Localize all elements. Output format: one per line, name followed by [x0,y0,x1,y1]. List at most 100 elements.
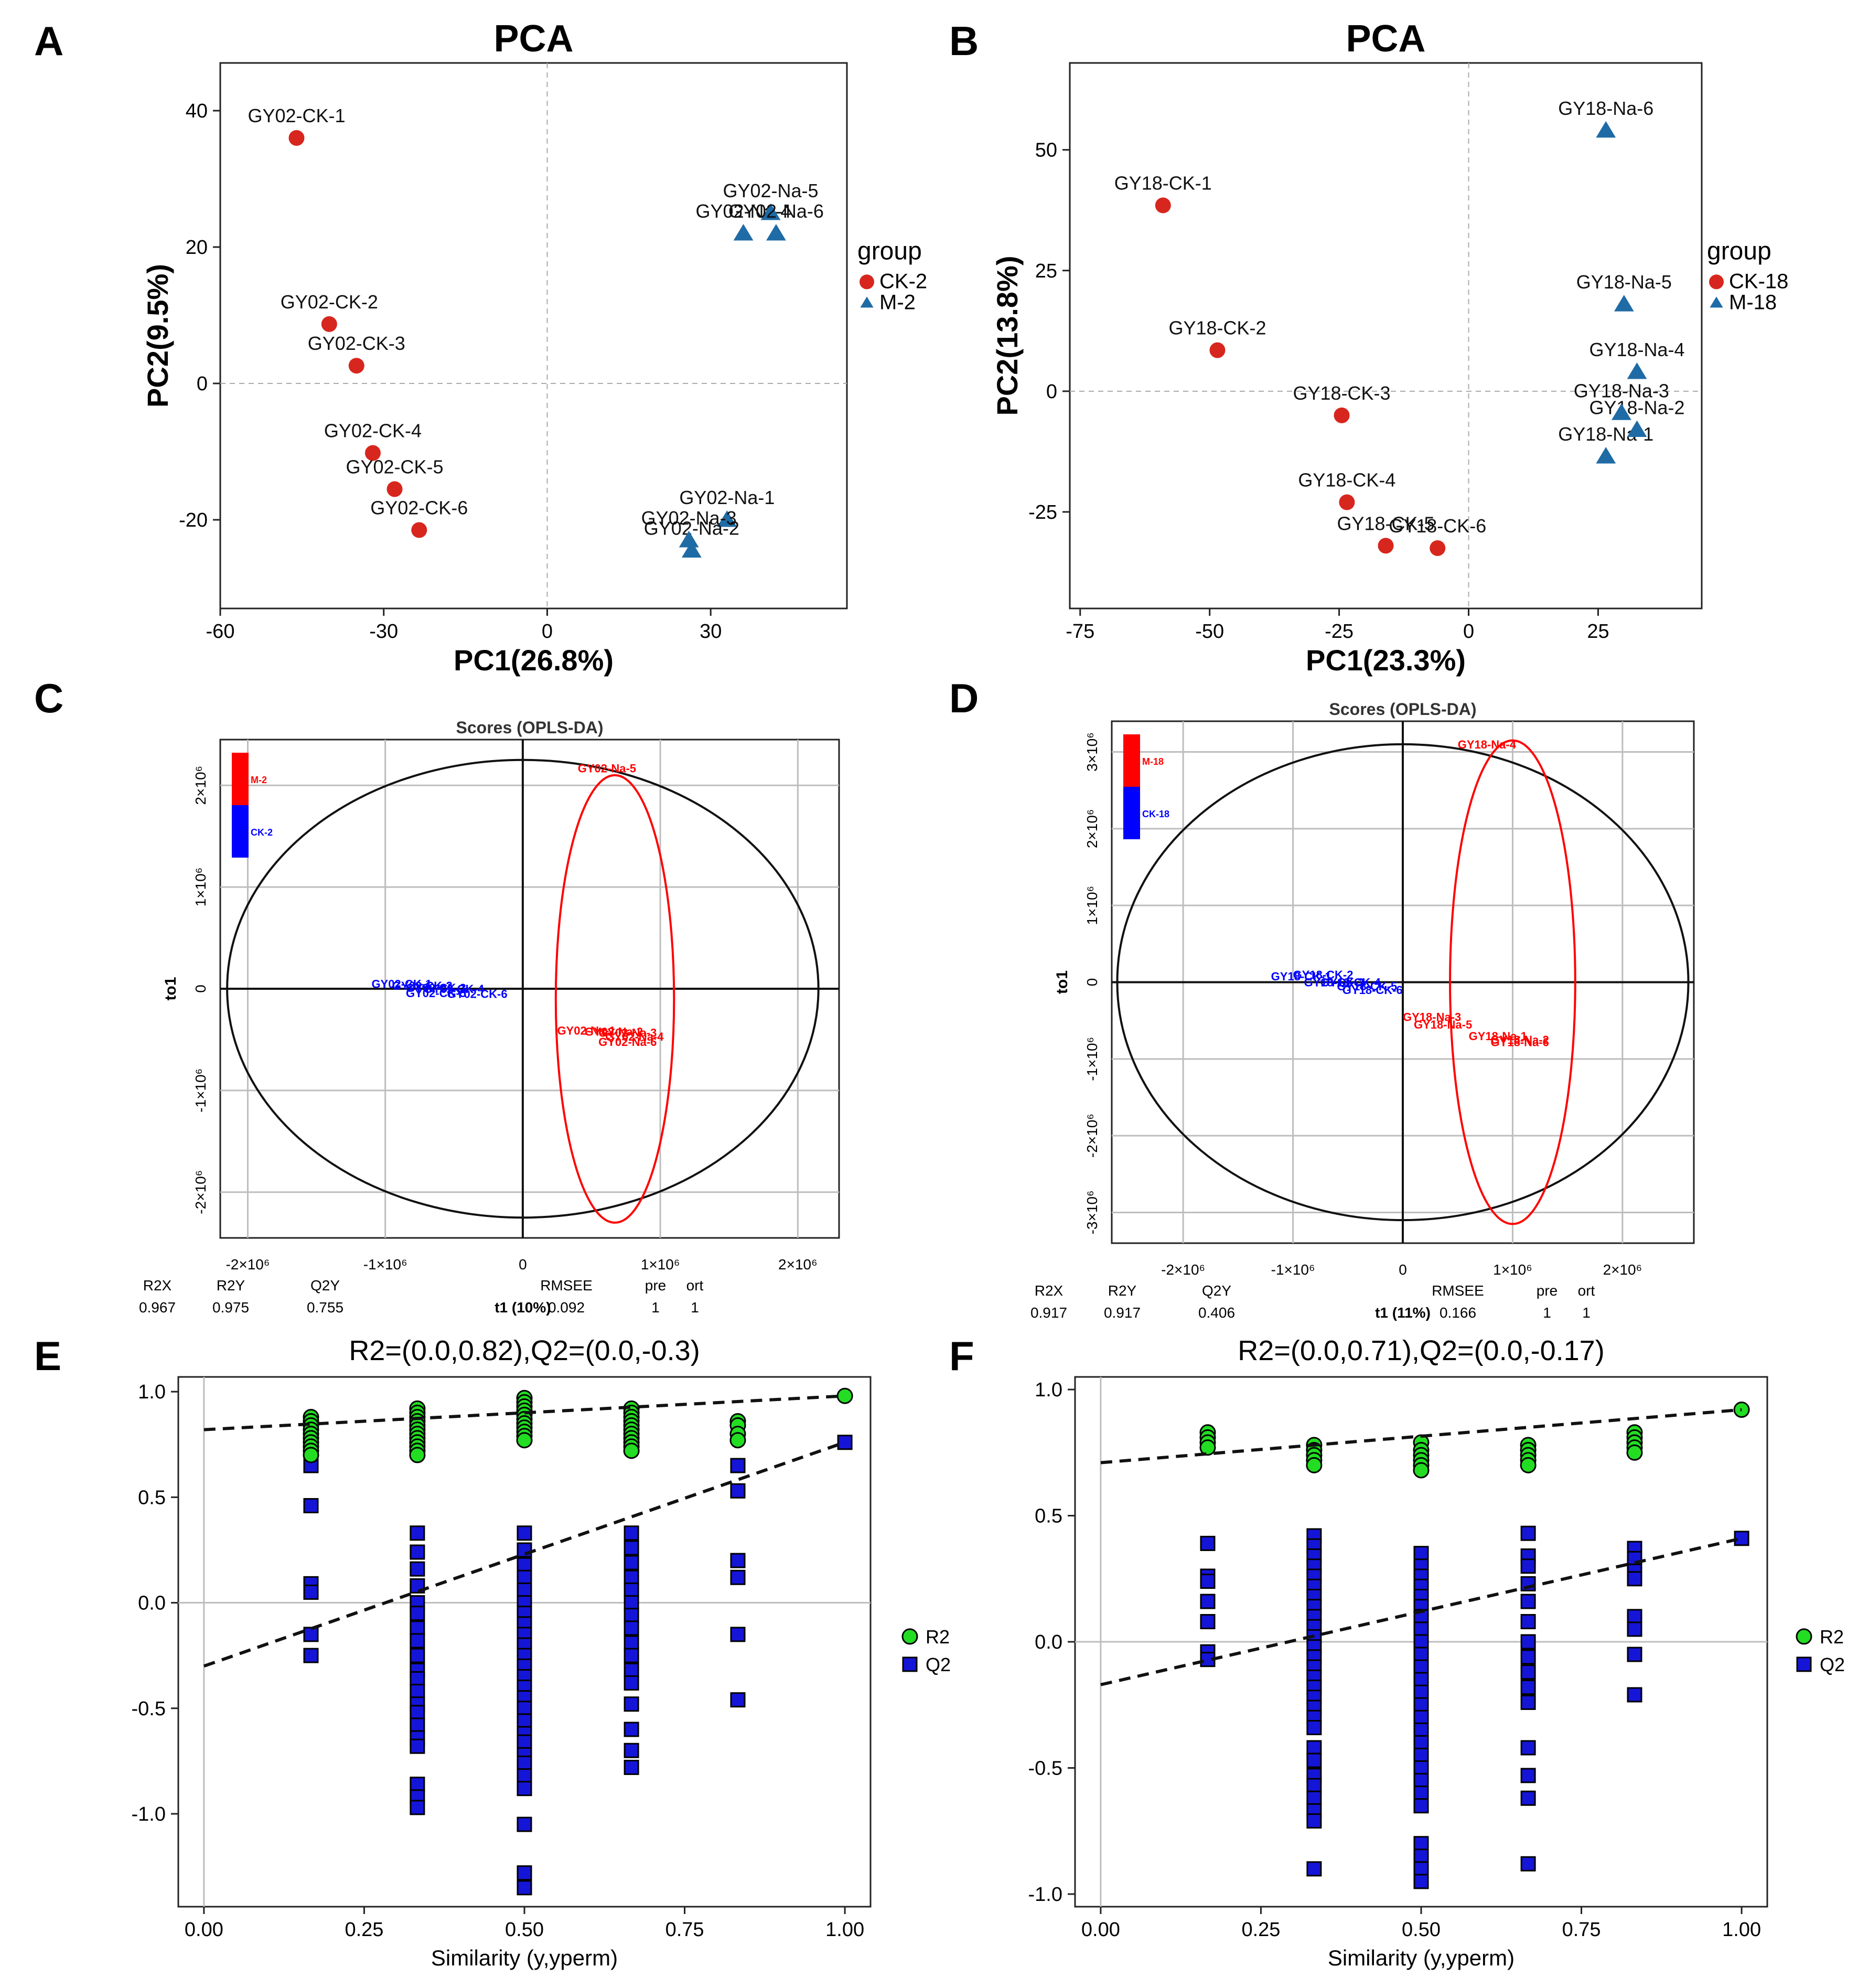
sample-label: GY02-CK-3 [406,981,466,995]
y-axis-label: PC2(13.8%) [991,255,1024,415]
q2-point [517,1781,532,1797]
sample-label: GY02-CK-2 [392,979,453,992]
q2-point [1413,1634,1429,1650]
stat-value: 0.755 [307,1299,343,1316]
q2-point [1200,1614,1216,1630]
legend-marker [902,1656,918,1672]
legend-label: CK-18 [1729,270,1788,293]
q2-point [517,1569,532,1585]
y-tick-label: -3×10⁶ [1084,1191,1100,1235]
q2-point [1200,1535,1216,1551]
oplsda-chart-d: Scores (OPLS-DA) -2×10⁶ -1×10⁶ 0 1×10⁶ 2×10⁶ -… [1030,700,1695,1321]
q2-point [410,1606,425,1621]
q2-point [517,1701,532,1716]
q2-point [1520,1576,1536,1591]
stat-value: 0.917 [1030,1305,1067,1321]
data-point [1378,538,1394,554]
q2-point [1627,1609,1642,1624]
y-tick-label: -1×10⁶ [192,1068,209,1113]
y-tick-label: 0 [192,985,209,993]
panel-letter-B: B [949,18,979,64]
point-label: GY18-Na-3 [1574,380,1669,401]
point-label: GY18-CK-2 [1168,317,1266,339]
sample-label: GY18-Na-5 [1414,1018,1472,1031]
x-axis-label: Similarity (y,yperm) [1328,1946,1514,1970]
q2-point [517,1582,532,1598]
sample-label: GY18-Na-6 [1491,1036,1549,1049]
data-point [348,358,364,374]
q2-point [1520,1634,1536,1650]
y-tick-label: 40 [186,100,208,122]
sample-label: GY18-Na-2 [1491,1033,1549,1046]
data-point [1334,407,1350,423]
permutation-chart-f: R2=(0.0,0.71),Q2=(0.0,-0.17)0.00 0.25 0.50… [1028,1335,1845,1970]
x-tick-label: -2×10⁶ [225,1256,270,1273]
legend-label: R2 [926,1626,950,1648]
plot-frame [219,62,848,610]
group-ellipse [554,774,675,1224]
chart-title: Scores (OPLS-DA) [456,718,604,737]
stat-value: 0.975 [212,1299,249,1316]
y-tick-label: 1×10⁶ [1084,886,1100,925]
stat-value: 0.917 [1104,1305,1141,1321]
y-tick-label: 25 [1035,260,1057,282]
q2-point [1306,1740,1322,1756]
q2-point [1413,1672,1429,1687]
r2-point [1306,1457,1323,1473]
q2-point [1627,1647,1642,1662]
x-tick-label: 0 [1399,1262,1407,1278]
legend-label: M-2 [879,291,916,314]
q2-point [517,1542,532,1558]
data-point [364,445,381,461]
q2-point [1520,1614,1536,1630]
q2-point [517,1865,532,1881]
data-point [760,204,781,220]
q2-point [1413,1546,1429,1562]
panel-letter-C: C [34,675,63,721]
q2-point [410,1717,425,1733]
q2-point [1200,1574,1216,1589]
data-point [717,510,737,527]
y-tick-label: 20 [186,237,208,259]
x-axis-label: PC1(26.8%) [454,644,614,677]
x-tick-label: 1×10⁶ [1493,1262,1532,1278]
legend-marker [901,1628,918,1645]
y-tick-label: -0.5 [132,1698,166,1720]
y-tick-label: 0 [1084,978,1100,987]
sample-label: GY18-Na-1 [1469,1030,1527,1043]
sample-label: GY02-CK-5 [406,987,466,1000]
x-tick-label: 0.25 [345,1919,383,1941]
sample-label: GY18-Na-3 [1403,1010,1461,1023]
q2-point [410,1620,425,1636]
chart-title: R2=(0.0,0.82),Q2=(0.0,-0.3) [349,1335,700,1366]
sample-label: GY02-Na-1 [557,1024,615,1037]
q2-point [1413,1684,1429,1700]
panel-letter-A: A [34,18,63,64]
plot-frame [1069,62,1703,610]
sample-label: GY18-CK-2 [1293,968,1354,981]
y-tick-label: 0.5 [138,1487,166,1509]
y-tick-label: -1.0 [132,1803,166,1825]
r2-point [623,1442,640,1459]
x-tick-label: 0 [519,1256,527,1273]
q2-point [1520,1594,1536,1609]
point-label: GY02-Na-1 [679,487,775,508]
x-tick-label: 0 [542,621,553,643]
data-point [1155,197,1171,213]
x-tick-label: -60 [206,621,235,643]
y-tick-label: -0.5 [1028,1757,1062,1779]
point-label: GY02-CK-6 [370,497,468,519]
q2-point [730,1692,746,1708]
q2-point [624,1540,639,1556]
x-axis-label: t1 (11%) [1375,1305,1431,1321]
r2-point [1199,1439,1216,1456]
stat-key: ort [1578,1282,1595,1299]
legend-swatch [1123,787,1140,839]
point-label: GY18-Na-4 [1589,339,1684,360]
point-label: GY02-CK-5 [346,456,443,478]
q2-point [1413,1874,1429,1889]
legend-marker [1710,296,1723,308]
legend-marker [1796,1628,1812,1645]
sample-label: GY02-Na-2 [585,1025,643,1038]
q2-point [730,1458,746,1473]
